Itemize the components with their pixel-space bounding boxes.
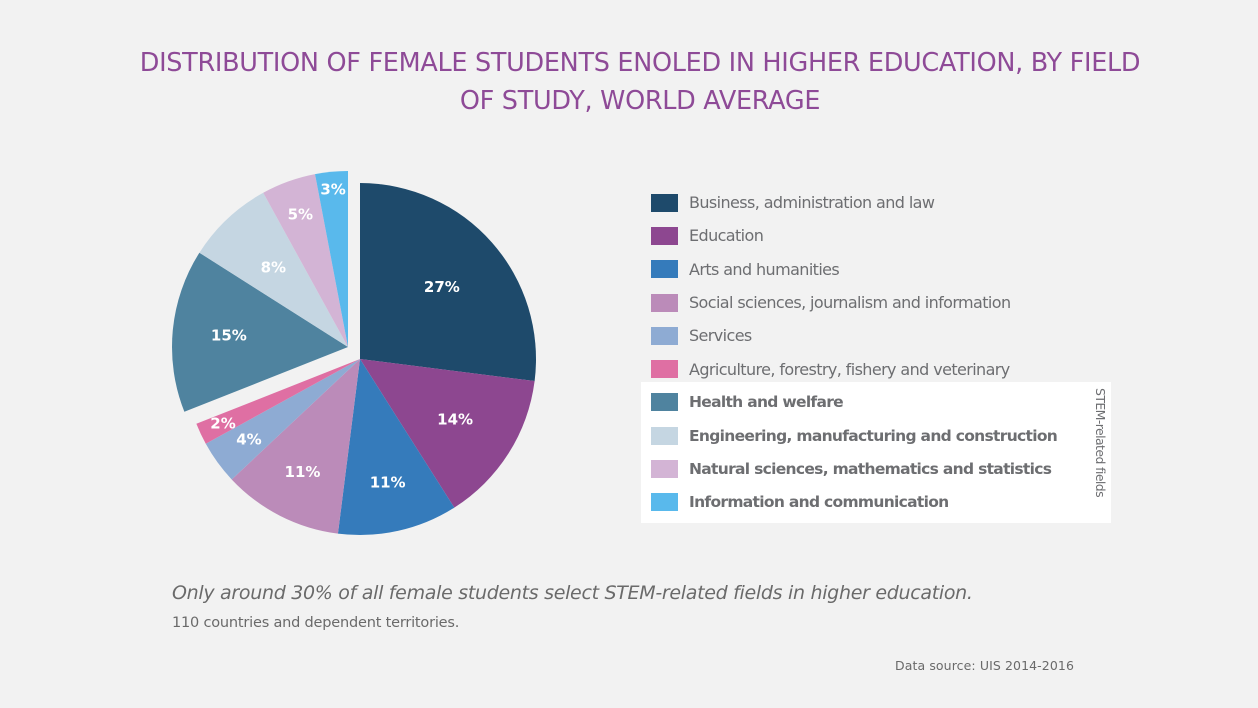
pie-slice-engineering-manufacturing-and-construction (199, 192, 348, 347)
legend-swatch (651, 460, 678, 479)
pie-chart: 27% 14% 11% 11% 4%2% 15% 8% 5% 3% (172, 171, 536, 535)
legend-label: Information and communication (689, 493, 949, 512)
chart-title-line-1: DISTRIBUTION OF FEMALE STUDENTS ENOLED I… (139, 48, 1141, 78)
legend-swatch (651, 493, 678, 512)
pie-slice-natural-sciences-mathematics-and-statistics (263, 174, 348, 347)
legend-item: Business, administration and law (651, 186, 1057, 219)
chart-subnote: 110 countries and dependent territories. (172, 615, 460, 631)
pie-slice-information-and-communication (315, 171, 348, 347)
legend-swatch (651, 260, 678, 279)
data-source: Data source: UIS 2014-2016 (895, 658, 1074, 673)
legend-swatch (651, 326, 678, 345)
chart-title: DISTRIBUTION OF FEMALE STUDENTS ENOLED I… (100, 44, 1180, 120)
legend-label: Services (689, 326, 752, 346)
stem-legend-box (641, 382, 1111, 523)
legend-swatch (651, 226, 678, 245)
legend-label: Engineering, manufacturing and construct… (689, 426, 1058, 445)
legend: Business, administration and law Educatio… (651, 186, 1058, 519)
legend-item: Health and welfare (651, 386, 1057, 419)
legend-swatch (651, 193, 678, 212)
chart-title-line-2: OF STUDY, WORLD AVERAGE (459, 86, 821, 116)
legend-label: Social sciences, journalism and informat… (689, 293, 1011, 313)
legend-item: Agriculture, forestry, fishery and veter… (651, 352, 1057, 385)
pie-data-label: 8% (261, 258, 286, 276)
pie-slice-arts-and-humanities (337, 359, 455, 535)
legend-item: Social sciences, journalism and informat… (651, 286, 1057, 319)
stem-side-label: STEM-related fields (1093, 388, 1108, 498)
legend-label: Natural sciences, mathematics and statis… (689, 460, 1052, 479)
pie-slice-services (205, 359, 360, 480)
pie-slice-agriculture-forestry-fishery-and-veterinary (196, 359, 360, 444)
legend-swatch (651, 426, 678, 445)
pie-slice-social-sciences-journalism-and-information (231, 359, 360, 534)
legend-label: Agriculture, forestry, fishery and veter… (689, 359, 1010, 379)
pie-slice-business-administration-and-law (360, 183, 536, 382)
legend-swatch (651, 393, 678, 412)
pie-data-label: 27% (424, 278, 460, 296)
legend-swatch (651, 293, 678, 312)
pie-data-label: 14% (437, 410, 473, 428)
pie-labels: 27% 14% 11% 11% 4%2% 15% 8% 5% 3% (210, 180, 473, 491)
pie-data-label: 4% (236, 431, 261, 449)
legend-item: Education (651, 219, 1057, 252)
legend-item: Engineering, manufacturing and construct… (651, 419, 1058, 452)
pie-slices (172, 171, 536, 535)
pie-data-label: 11% (285, 463, 321, 481)
legend-item: Natural sciences, mathematics and statis… (651, 452, 1057, 485)
legend-label: Arts and humanities (689, 259, 840, 279)
legend-item: Arts and humanities (651, 253, 1057, 286)
legend-item: Information and communication (651, 486, 1057, 519)
pie-slice-health-and-welfare (172, 252, 348, 412)
pie-slice-education (360, 359, 535, 508)
legend-label: Business, administration and law (689, 193, 935, 213)
legend-label: Health and welfare (689, 393, 844, 412)
legend-item: Services (651, 319, 1057, 352)
pie-data-label: 5% (288, 206, 313, 224)
legend-swatch (651, 360, 678, 379)
chart-note: Only around 30% of all female students s… (172, 582, 973, 604)
pie-data-label: 3% (320, 180, 345, 198)
legend-label: Education (689, 226, 764, 246)
pie-data-label: 15% (211, 327, 247, 345)
pie-data-label: 2% (210, 414, 235, 432)
pie-data-label: 11% (370, 474, 406, 492)
